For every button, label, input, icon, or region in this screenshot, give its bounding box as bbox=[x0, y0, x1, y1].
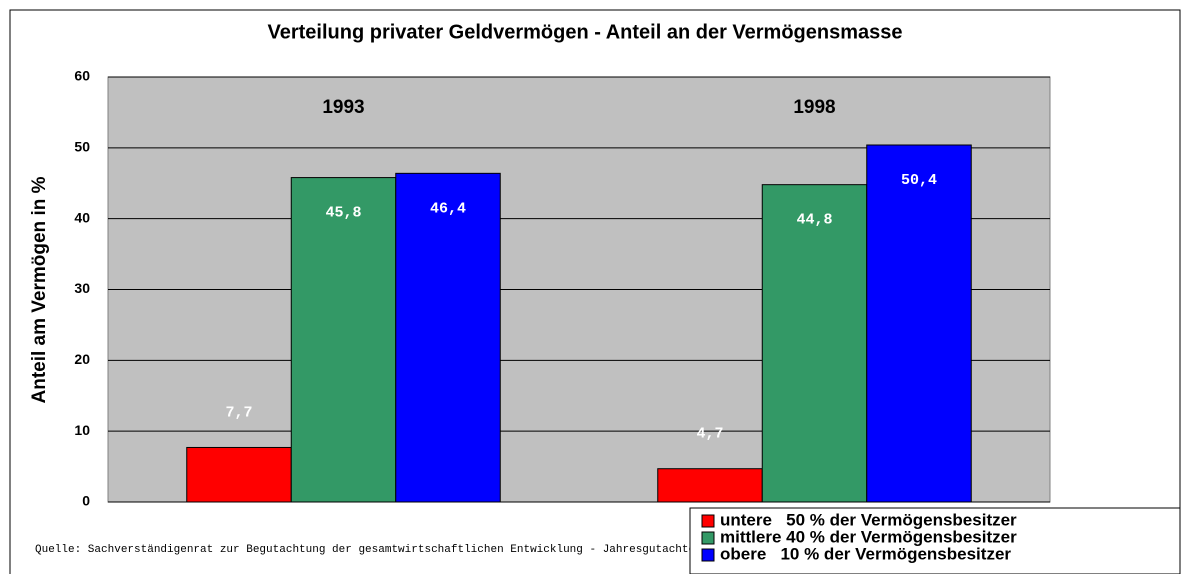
bar bbox=[658, 469, 763, 502]
bar bbox=[867, 145, 972, 502]
y-tick-label: 50 bbox=[74, 139, 90, 155]
category-label: 1998 bbox=[793, 97, 835, 118]
bar bbox=[762, 185, 867, 502]
y-tick-label: 60 bbox=[74, 68, 90, 84]
chart: Verteilung privater Geldvermögen - Antei… bbox=[0, 0, 1190, 574]
value-label: 4,7 bbox=[696, 426, 723, 443]
chart-title: Verteilung privater Geldvermögen - Antei… bbox=[267, 21, 902, 43]
value-label: 50,4 bbox=[901, 172, 937, 189]
y-tick-label: 10 bbox=[74, 422, 90, 438]
bar bbox=[396, 173, 501, 502]
y-tick-label: 40 bbox=[74, 209, 90, 225]
category-label: 1993 bbox=[322, 97, 364, 118]
legend-label: obere 10 % der Vermögensbesitzer bbox=[720, 544, 1011, 563]
value-label: 7,7 bbox=[225, 404, 252, 421]
bar bbox=[187, 447, 292, 502]
y-tick-label: 20 bbox=[74, 351, 90, 367]
legend-swatch bbox=[702, 532, 714, 544]
value-label: 45,8 bbox=[325, 205, 361, 222]
value-label: 44,8 bbox=[796, 212, 832, 229]
value-label: 46,4 bbox=[430, 200, 466, 217]
legend-swatch bbox=[702, 515, 714, 527]
y-tick-label: 30 bbox=[74, 280, 90, 296]
bar bbox=[291, 178, 396, 502]
y-tick-label: 0 bbox=[82, 493, 90, 509]
y-axis-label: Anteil am Vermögen in % bbox=[29, 176, 50, 403]
source-note: Quelle: Sachverständigenrat zur Begutach… bbox=[35, 544, 755, 556]
legend-swatch bbox=[702, 549, 714, 561]
